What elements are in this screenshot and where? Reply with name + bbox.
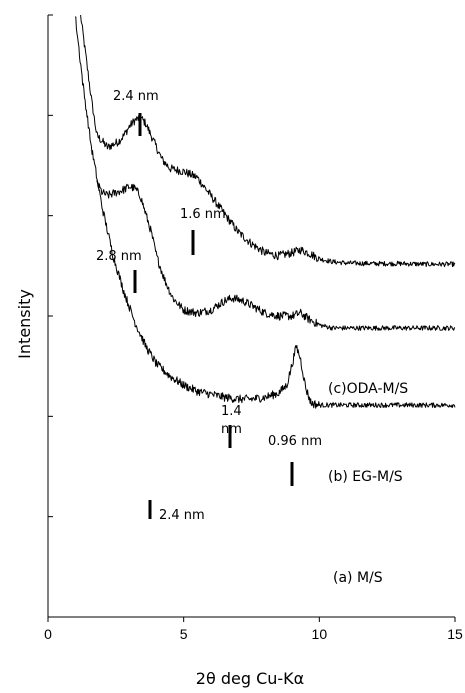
y-axis-title: Intensity (15, 289, 34, 359)
plot-area: 0 5 10 15 (c)ODA-M/S (b) EG-M/S (a) M/S 2.4 nm 1… (44, 14, 463, 642)
peak-annotation-eg-1-4-label: 1.4 (221, 404, 242, 419)
series-label-eg-ms: (b) EG-M/S (328, 469, 403, 485)
series-label-ms: (a) M/S (333, 570, 383, 586)
x-tick-label: 5 (180, 626, 188, 642)
x-tick-label: 10 (312, 626, 328, 642)
peak-annotation-oda-2-4nm-label: 2.4 nm (113, 89, 159, 104)
peak-annotation-ms-2-4nm-label: 2.4 nm (159, 508, 205, 523)
x-axis-title: 2θ deg Cu-Kα (196, 669, 304, 688)
curve-oda-ms (80, 14, 456, 268)
series-label-oda-ms: (c)ODA-M/S (328, 381, 408, 397)
peak-annotation-eg-nm-label: nm (221, 422, 242, 437)
peak-annotation-ms-0-96nm-label: 0.96 nm (268, 434, 322, 449)
curve-ms (74, 16, 456, 409)
peak-annotation-oda-1-6nm-label: 1.6 nm (180, 207, 226, 222)
x-tick-label: 15 (447, 626, 463, 642)
peak-annotation-eg-2-8nm-label: 2.8 nm (96, 249, 142, 264)
x-tick-label: 0 (44, 626, 52, 642)
curve-eg-ms (96, 180, 456, 331)
